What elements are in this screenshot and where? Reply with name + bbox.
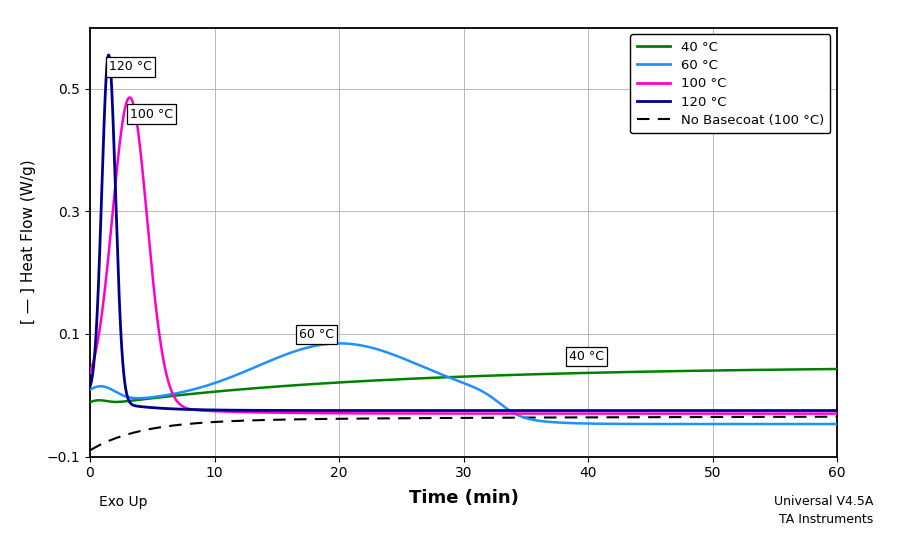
Text: Universal V4.5A
TA Instruments: Universal V4.5A TA Instruments <box>774 495 873 526</box>
Text: Exo Up: Exo Up <box>99 495 148 509</box>
Legend: 40 °C, 60 °C, 100 °C, 120 °C, No Basecoat (100 °C): 40 °C, 60 °C, 100 °C, 120 °C, No Basecoa… <box>630 34 831 134</box>
Text: 60 °C: 60 °C <box>299 328 334 341</box>
Y-axis label: [ — ] Heat Flow (W/g): [ — ] Heat Flow (W/g) <box>21 160 35 324</box>
Text: 120 °C: 120 °C <box>109 60 151 73</box>
Text: 100 °C: 100 °C <box>130 108 173 120</box>
Text: 40 °C: 40 °C <box>570 350 604 364</box>
X-axis label: Time (min): Time (min) <box>409 488 518 507</box>
